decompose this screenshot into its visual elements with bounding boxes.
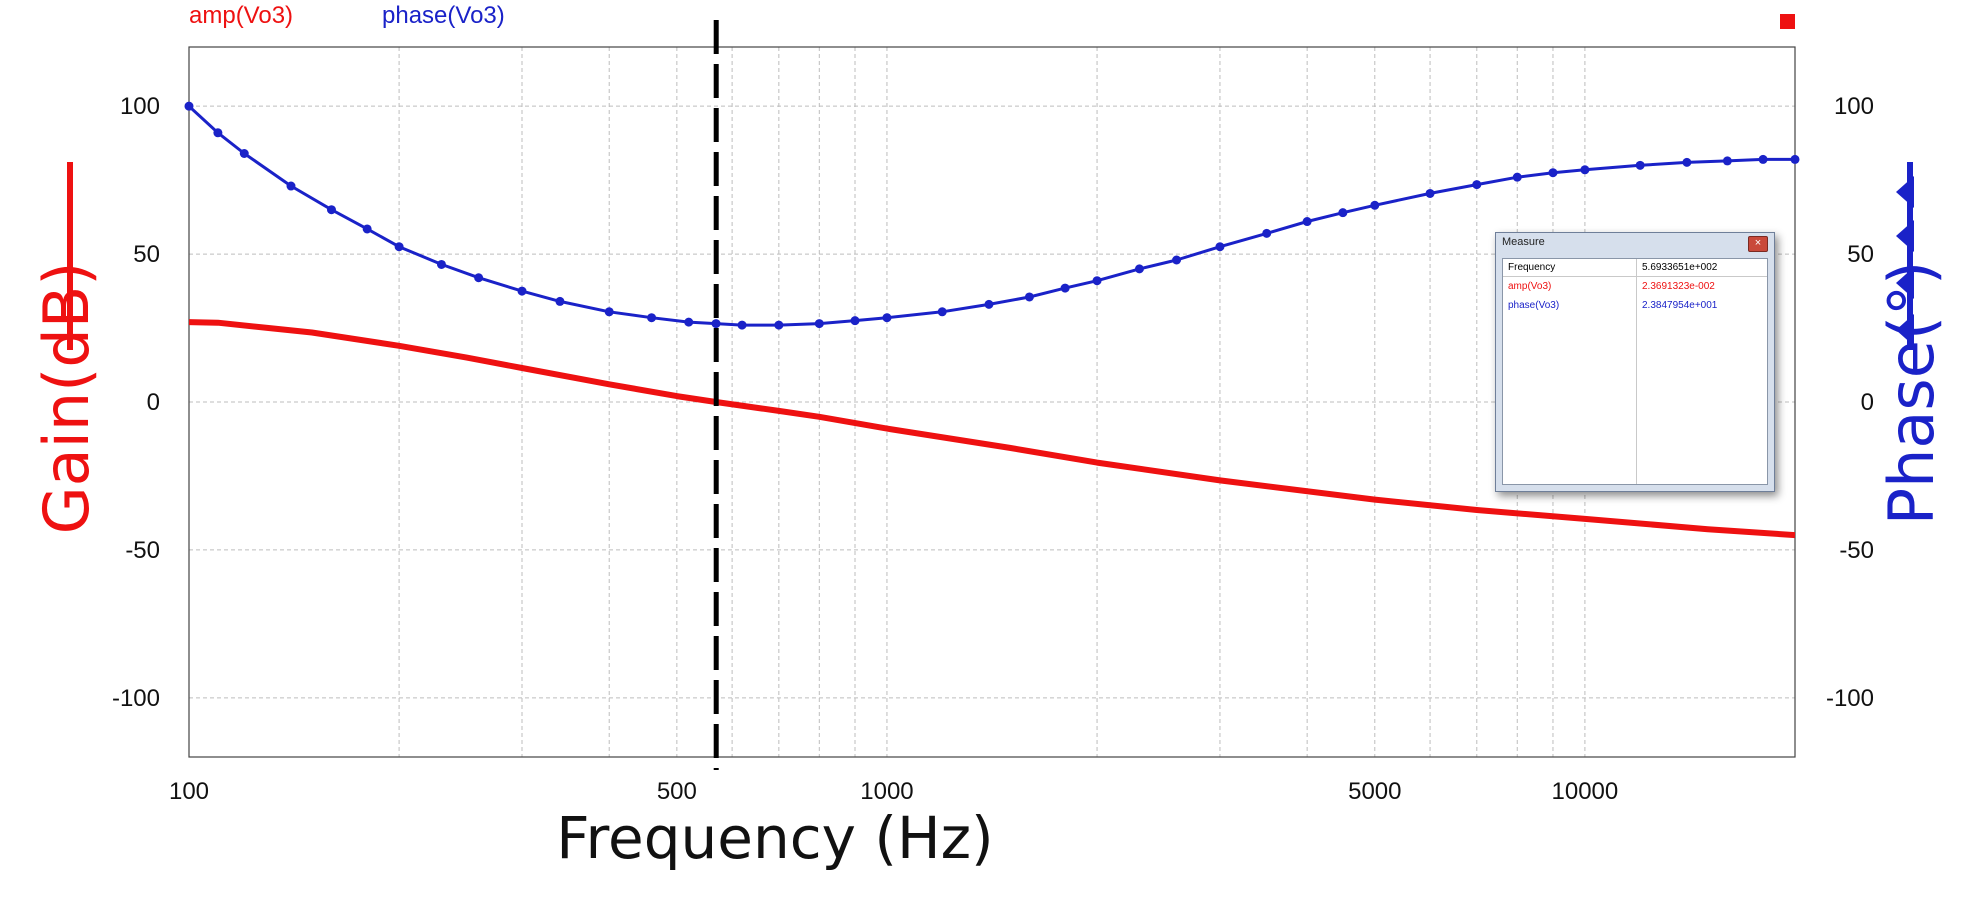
phase-key-marker [1896,220,1914,252]
phase-data-point [1472,180,1482,190]
table-row: Frequency 5.6933651e+002 [1503,259,1767,277]
y-tick-label: -50 [125,537,160,564]
measure-row-name: phase(Vo3) [1503,296,1637,315]
y2-tick-labels: 100 50 0 -50 -100 [1826,93,1874,712]
phase-data-point [1635,160,1645,170]
legend-phase: phase(Vo3) [382,2,505,29]
phase-data-point [1580,165,1590,175]
measure-column-divider [1636,277,1637,484]
measure-table: Frequency 5.6933651e+002 amp(Vo3) 2.3691… [1503,259,1767,315]
phase-data-point [984,299,994,309]
phase-data-point [1262,228,1272,238]
legend-amp: amp(Vo3) [189,2,293,29]
phase-data-point [362,224,372,234]
measure-titlebar[interactable]: Measure × [1496,233,1774,253]
phase-data-point [1092,276,1102,286]
y-tick-labels: 100 50 0 -50 -100 [112,93,160,712]
phase-data-point [436,259,446,269]
measure-row-value: 5.6933651e+002 [1636,259,1767,277]
phase-key-marker [1896,314,1914,346]
close-icon[interactable]: × [1748,236,1768,252]
phase-data-point [1338,208,1348,218]
phase-data-point [774,320,784,330]
phase-data-point [684,317,694,327]
measure-title: Measure [1502,236,1545,248]
phase-data-point [882,313,892,323]
legend-color-swatch [1780,14,1795,29]
x-tick-label: 5000 [1348,778,1401,805]
phase-data-point [286,181,296,191]
phase-data-point [1370,200,1380,210]
x-axis-title: Frequency (Hz) [556,804,993,872]
measure-row-name: amp(Vo3) [1503,276,1637,296]
series-layer [184,101,1800,539]
phase-data-point [1425,188,1435,198]
phase-data-point [1790,154,1800,164]
phase-data-point [326,205,336,215]
phase-data-point [737,320,747,330]
y-axis-title: Gain(dB) [30,262,103,535]
phase-data-point [604,307,614,317]
y2-tick-label: -50 [1839,537,1874,564]
x-tick-label: 100 [169,778,209,805]
y-tick-label: 50 [133,241,160,268]
phase-data-point [239,149,249,158]
phase-key-marker [1896,267,1914,299]
y-tick-label: -100 [112,685,160,712]
phase-data-point [1215,242,1225,252]
grid-lines [189,47,1795,757]
phase-data-point [1172,255,1182,265]
phase-data-point [1512,172,1522,182]
phase-data-point [474,273,484,283]
measure-row-value: 2.3847954e+001 [1642,300,1718,311]
phase-data-point [1302,217,1312,227]
phase-data-point [1024,292,1034,302]
phase-legend-markers [1896,176,1914,346]
phase-data-point [1722,156,1732,166]
phase-data-point [647,313,657,323]
measure-row-name: Frequency [1503,259,1637,277]
y-tick-label: 100 [120,93,160,120]
series-line-amp [189,319,1795,539]
phase-data-point [1758,154,1768,164]
x-tick-label: 1000 [860,778,913,805]
phase-data-point [394,242,404,252]
phase-data-point [1060,283,1070,293]
y-tick-label: 0 [147,389,160,416]
phase-key-marker [1896,176,1914,208]
phase-data-point [711,319,721,329]
table-row: phase(Vo3) 2.3847954e+001 [1503,296,1767,315]
plot-frame [188,46,1796,758]
phase-data-point [850,316,860,326]
table-row: amp(Vo3) 2.3691323e-002 [1503,276,1767,296]
phase-data-point [814,319,824,329]
phase-data-point [213,128,223,138]
phase-data-point [1134,264,1144,274]
phase-data-point [517,286,527,296]
phase-data-point [1682,157,1692,167]
phase-data-point [937,307,947,317]
measure-window[interactable]: Measure × Frequency 5.6933651e+002 amp(V… [1495,232,1775,492]
measure-row-value: 2.3691323e-002 [1642,281,1715,292]
y2-tick-label: -100 [1826,685,1874,712]
phase-data-point [555,296,565,306]
phase-data-point [1548,168,1558,178]
y2-tick-label: 50 [1847,241,1874,268]
x-tick-labels: 100 500 1000 5000 10000 [169,778,1618,805]
measure-table-panel: Frequency 5.6933651e+002 amp(Vo3) 2.3691… [1502,258,1768,485]
phase-data-point [184,101,194,111]
x-tick-label: 10000 [1552,778,1619,805]
x-tick-label: 500 [657,778,697,805]
y2-tick-label: 0 [1861,389,1874,416]
y2-tick-label: 100 [1834,93,1874,120]
series-line-phase [189,105,1795,327]
